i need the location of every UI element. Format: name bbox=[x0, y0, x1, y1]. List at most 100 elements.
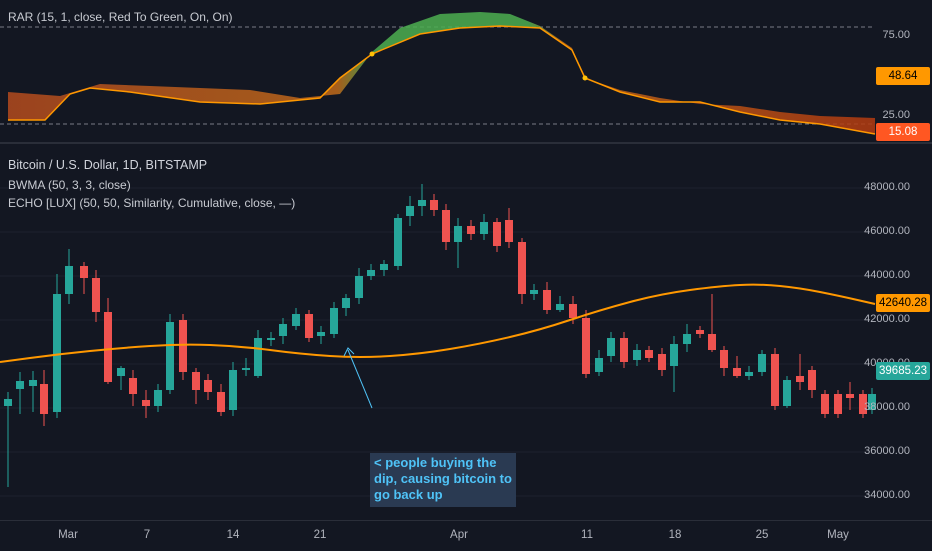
candle-body bbox=[254, 338, 262, 376]
candle-body bbox=[92, 278, 100, 312]
candle-body bbox=[166, 322, 174, 390]
candle-body bbox=[859, 394, 867, 414]
candle-body bbox=[53, 294, 61, 412]
time-label: 14 bbox=[226, 529, 240, 541]
candle-body bbox=[480, 222, 488, 234]
candle-body bbox=[595, 358, 603, 372]
candle-body bbox=[40, 384, 48, 414]
rar-plot bbox=[0, 12, 876, 135]
candle-body bbox=[696, 330, 704, 334]
candle-body bbox=[217, 392, 225, 412]
candle-body bbox=[4, 399, 12, 406]
time-label: May bbox=[827, 529, 849, 541]
time-label: 7 bbox=[143, 529, 151, 541]
candle-body bbox=[16, 381, 24, 389]
candle-body bbox=[758, 354, 766, 372]
indicator-pane: RAR (15, 1, close, Red To Green, On, On)… bbox=[0, 0, 932, 141]
candle-body bbox=[607, 338, 615, 356]
candle-body bbox=[442, 210, 450, 242]
candle-body bbox=[505, 220, 513, 242]
candle-body bbox=[342, 298, 350, 308]
symbol-title[interactable]: Bitcoin / U.S. Dollar, 1D, BITSTAMP bbox=[8, 158, 208, 172]
rar-axis-label-75: 75.00 bbox=[882, 29, 910, 41]
time-label: 11 bbox=[581, 529, 593, 541]
rar-axis-label-25: 25.00 bbox=[882, 109, 910, 121]
bwma-price-tag: 42640.28 bbox=[876, 294, 930, 312]
candle-body bbox=[683, 334, 691, 344]
rar-value-tag-low: 15.08 bbox=[876, 123, 930, 141]
candle-body bbox=[720, 350, 728, 368]
candle-body bbox=[330, 308, 338, 334]
candle-body bbox=[305, 314, 313, 338]
candle-body bbox=[530, 290, 538, 294]
candle-body bbox=[670, 344, 678, 366]
price-label: 36000.00 bbox=[864, 445, 910, 457]
candle-body bbox=[645, 350, 653, 358]
candle-body bbox=[80, 266, 88, 278]
candle-body bbox=[355, 276, 363, 298]
last-price-tag: 39685.23 bbox=[876, 362, 930, 380]
candle-body bbox=[733, 368, 741, 376]
price-label: 48000.00 bbox=[864, 181, 910, 193]
candle-body bbox=[834, 394, 842, 414]
bwma-line bbox=[0, 283, 876, 363]
time-label: Mar bbox=[58, 529, 78, 541]
candle-body bbox=[418, 200, 426, 206]
candle-body bbox=[783, 380, 791, 406]
candle-body bbox=[430, 200, 438, 210]
candle-body bbox=[154, 390, 162, 406]
candle-body bbox=[658, 354, 666, 370]
candle-body bbox=[229, 370, 237, 410]
text-annotation[interactable]: < people buying the dip, causing bitcoin… bbox=[370, 453, 516, 507]
rar-cross-dot bbox=[582, 75, 588, 81]
candle-body bbox=[796, 376, 804, 382]
candle-body bbox=[29, 380, 37, 386]
time-label: 21 bbox=[313, 529, 327, 541]
candle-body bbox=[179, 320, 187, 372]
candle-body bbox=[846, 394, 854, 398]
candle-body bbox=[279, 324, 287, 336]
price-label: 42000.00 bbox=[864, 313, 910, 325]
candle-body bbox=[771, 354, 779, 406]
candle-body bbox=[129, 378, 137, 394]
candle-body bbox=[620, 338, 628, 362]
candle-body bbox=[192, 372, 200, 390]
candle-body bbox=[204, 380, 212, 392]
rar-legend[interactable]: RAR (15, 1, close, Red To Green, On, On) bbox=[8, 10, 233, 24]
annotation-pointer bbox=[347, 349, 373, 409]
price-label: 34000.00 bbox=[864, 489, 910, 501]
candle-body bbox=[317, 332, 325, 336]
candle-body bbox=[242, 368, 250, 370]
candle-body bbox=[117, 368, 125, 376]
rar-cross-dot bbox=[369, 51, 375, 57]
bwma-legend[interactable]: BWMA (50, 3, 3, close) bbox=[8, 178, 131, 192]
pane-divider[interactable] bbox=[0, 142, 932, 144]
candle-body bbox=[267, 338, 275, 340]
rar-line bbox=[8, 25, 876, 135]
time-label: Apr bbox=[450, 529, 468, 541]
candle-body bbox=[808, 370, 816, 390]
candle-body bbox=[380, 264, 388, 270]
candle-body bbox=[292, 314, 300, 326]
candle-body bbox=[65, 266, 73, 294]
annotation-arrowhead bbox=[343, 347, 355, 357]
price-label: 38000.00 bbox=[864, 401, 910, 413]
rar-value-tag: 48.64 bbox=[876, 67, 930, 85]
candle-body bbox=[394, 218, 402, 266]
candle-body bbox=[104, 312, 112, 382]
candle-body bbox=[582, 318, 590, 374]
price-label: 46000.00 bbox=[864, 225, 910, 237]
time-label: 25 bbox=[755, 529, 769, 541]
time-axis[interactable] bbox=[0, 520, 932, 551]
candle-body bbox=[821, 394, 829, 414]
echo-legend[interactable]: ECHO [LUX] (50, 50, Similarity, Cumulati… bbox=[8, 196, 296, 210]
main-pane: Bitcoin / U.S. Dollar, 1D, BITSTAMP BWMA… bbox=[0, 144, 932, 520]
candle-body bbox=[633, 350, 641, 360]
candle-body bbox=[708, 334, 716, 350]
candle-body bbox=[543, 290, 551, 310]
candle-body bbox=[569, 304, 577, 318]
candle-body bbox=[406, 206, 414, 216]
candle-body bbox=[518, 242, 526, 294]
candle-body bbox=[454, 226, 462, 242]
candle-body bbox=[868, 394, 876, 410]
